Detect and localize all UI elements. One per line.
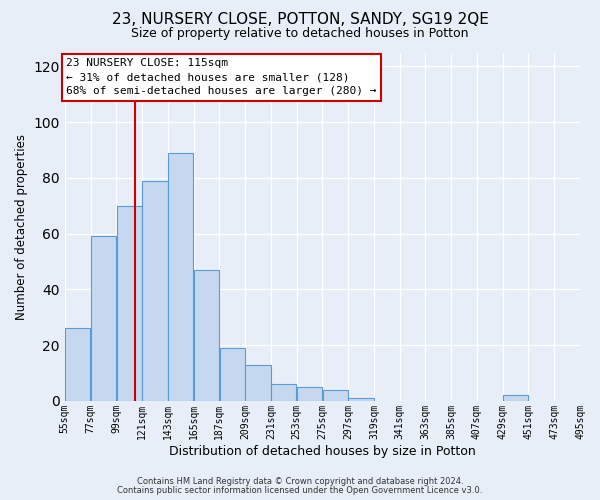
Y-axis label: Number of detached properties: Number of detached properties — [15, 134, 28, 320]
Text: Size of property relative to detached houses in Potton: Size of property relative to detached ho… — [131, 28, 469, 40]
Text: 23, NURSERY CLOSE, POTTON, SANDY, SG19 2QE: 23, NURSERY CLOSE, POTTON, SANDY, SG19 2… — [112, 12, 488, 28]
Bar — [349, 398, 374, 401]
Text: Contains HM Land Registry data © Crown copyright and database right 2024.: Contains HM Land Registry data © Crown c… — [137, 477, 463, 486]
Bar — [245, 364, 271, 401]
Bar — [220, 348, 245, 401]
Bar — [91, 236, 116, 401]
Bar — [194, 270, 219, 401]
Bar — [116, 206, 142, 401]
Bar — [142, 180, 167, 401]
Bar — [503, 396, 528, 401]
Bar — [168, 153, 193, 401]
Bar — [271, 384, 296, 401]
X-axis label: Distribution of detached houses by size in Potton: Distribution of detached houses by size … — [169, 444, 476, 458]
Text: Contains public sector information licensed under the Open Government Licence v3: Contains public sector information licen… — [118, 486, 482, 495]
Bar — [297, 387, 322, 401]
Bar — [65, 328, 90, 401]
Text: 23 NURSERY CLOSE: 115sqm
← 31% of detached houses are smaller (128)
68% of semi-: 23 NURSERY CLOSE: 115sqm ← 31% of detach… — [66, 58, 376, 96]
Bar — [323, 390, 348, 401]
